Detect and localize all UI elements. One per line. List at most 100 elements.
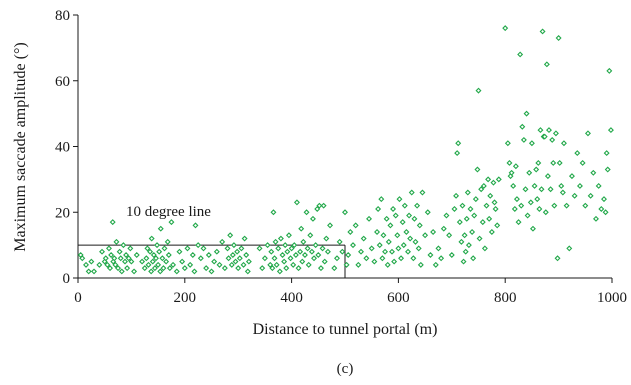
data-point xyxy=(145,261,152,268)
data-point xyxy=(435,245,442,252)
data-point xyxy=(474,166,481,173)
data-point xyxy=(571,192,578,199)
data-point xyxy=(141,265,148,272)
data-point xyxy=(147,248,154,255)
data-point xyxy=(382,248,389,255)
data-point xyxy=(392,212,399,219)
data-point xyxy=(297,248,304,255)
data-point xyxy=(232,258,239,265)
data-point xyxy=(148,235,155,242)
data-point xyxy=(244,268,251,275)
data-point xyxy=(574,150,581,157)
data-point xyxy=(124,265,131,272)
data-point xyxy=(469,228,476,235)
data-point xyxy=(277,235,284,242)
data-point xyxy=(144,245,151,252)
data-point xyxy=(455,140,462,147)
data-point xyxy=(568,173,575,180)
data-point xyxy=(360,235,367,242)
data-point xyxy=(157,225,164,232)
data-point xyxy=(342,209,348,216)
data-point xyxy=(526,169,533,176)
data-point xyxy=(336,238,343,245)
data-point xyxy=(510,182,517,189)
x-tick-label: 1000 xyxy=(597,290,627,306)
data-point xyxy=(529,225,536,232)
data-point xyxy=(230,242,237,249)
data-point xyxy=(576,182,583,189)
data-point xyxy=(550,159,557,166)
data-point xyxy=(102,255,109,262)
data-point xyxy=(228,261,235,268)
data-point xyxy=(88,258,95,265)
data-point xyxy=(598,205,605,212)
data-point xyxy=(417,261,424,268)
data-point xyxy=(523,110,530,117)
data-point xyxy=(300,238,307,245)
x-tick-label: 400 xyxy=(280,290,303,306)
data-point xyxy=(438,255,445,262)
data-point xyxy=(154,242,161,249)
data-point xyxy=(415,245,422,252)
data-point xyxy=(461,232,468,239)
data-point xyxy=(408,189,415,196)
data-point xyxy=(490,179,497,186)
data-point xyxy=(195,242,202,249)
data-point xyxy=(279,252,286,258)
data-point xyxy=(347,228,354,235)
data-point xyxy=(148,268,155,275)
data-point xyxy=(149,258,156,265)
data-point xyxy=(528,140,535,147)
data-point xyxy=(399,219,406,226)
data-point xyxy=(241,235,248,242)
data-point xyxy=(339,248,346,255)
data-point xyxy=(387,222,394,229)
data-point xyxy=(165,252,172,258)
data-point xyxy=(558,182,565,189)
data-point xyxy=(453,192,460,199)
data-point xyxy=(321,258,328,265)
data-point xyxy=(467,205,474,212)
data-point xyxy=(118,268,125,275)
data-point xyxy=(293,199,300,206)
data-point xyxy=(604,166,611,173)
data-point xyxy=(268,248,275,255)
data-point xyxy=(317,265,324,272)
data-point xyxy=(542,209,549,216)
data-point xyxy=(108,252,115,258)
data-point xyxy=(301,252,308,258)
data-point xyxy=(151,265,158,272)
annotation-label: 10 degree line xyxy=(126,204,211,220)
data-point xyxy=(546,127,552,134)
data-point xyxy=(504,140,511,147)
data-point xyxy=(155,261,162,268)
data-point xyxy=(374,228,381,235)
data-point xyxy=(264,242,271,249)
data-point xyxy=(216,261,223,268)
y-tick-label: 60 xyxy=(55,74,70,90)
data-point xyxy=(150,252,157,258)
data-point xyxy=(166,265,173,272)
data-point xyxy=(602,209,609,216)
data-point xyxy=(96,261,103,268)
data-point xyxy=(543,61,550,68)
data-point xyxy=(480,182,487,189)
data-point xyxy=(235,265,242,272)
data-point xyxy=(593,215,599,222)
data-point xyxy=(168,219,175,226)
data-point xyxy=(345,252,352,258)
data-point xyxy=(331,265,338,272)
data-point xyxy=(173,268,180,275)
data-point xyxy=(358,248,364,255)
data-point xyxy=(319,245,326,252)
data-points xyxy=(77,25,614,275)
data-point xyxy=(390,205,397,212)
data-point xyxy=(595,182,602,189)
data-point xyxy=(131,268,138,275)
data-point xyxy=(112,261,119,268)
data-point xyxy=(406,212,413,219)
data-point xyxy=(383,215,390,222)
data-point xyxy=(463,215,470,222)
data-point xyxy=(476,235,483,242)
data-point xyxy=(537,127,544,134)
